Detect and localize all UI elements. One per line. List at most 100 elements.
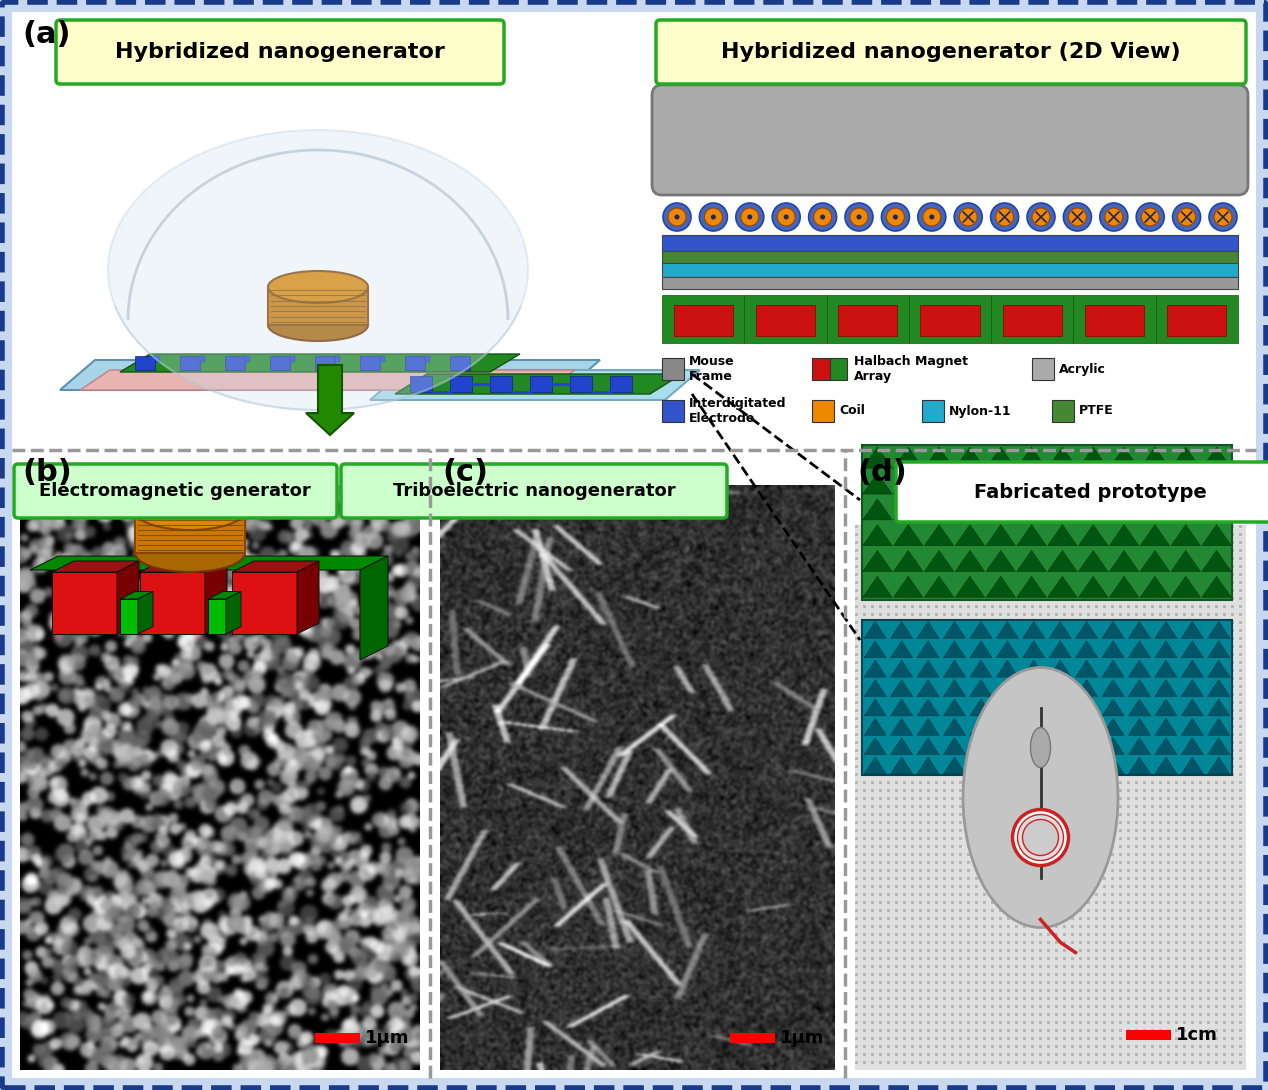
Polygon shape (894, 499, 923, 520)
Polygon shape (864, 679, 886, 697)
Ellipse shape (268, 271, 368, 303)
Polygon shape (80, 370, 574, 390)
Polygon shape (1155, 679, 1177, 697)
Polygon shape (1182, 699, 1203, 716)
Bar (610, 376, 631, 392)
Polygon shape (1182, 718, 1203, 736)
Bar (862, 620, 1232, 775)
Polygon shape (1075, 621, 1098, 639)
Polygon shape (955, 524, 985, 546)
Polygon shape (924, 524, 954, 546)
Polygon shape (1075, 661, 1098, 677)
Ellipse shape (108, 130, 527, 410)
Circle shape (1069, 208, 1087, 226)
Bar (360, 356, 380, 370)
Circle shape (1013, 810, 1069, 865)
Polygon shape (987, 550, 1016, 571)
Polygon shape (1047, 447, 1078, 469)
Polygon shape (1202, 524, 1231, 546)
Polygon shape (1047, 499, 1078, 520)
Polygon shape (1047, 550, 1078, 571)
Polygon shape (1110, 577, 1139, 597)
Polygon shape (924, 499, 954, 520)
Polygon shape (1047, 524, 1078, 546)
Polygon shape (1047, 473, 1078, 494)
FancyBboxPatch shape (896, 462, 1268, 522)
Bar (268, 287, 368, 325)
Polygon shape (1155, 699, 1177, 716)
Polygon shape (970, 621, 992, 639)
Polygon shape (1023, 738, 1045, 754)
Circle shape (735, 203, 763, 231)
Bar (756, 304, 815, 336)
Text: 1μm: 1μm (780, 1029, 824, 1047)
Bar (245, 356, 250, 362)
Polygon shape (862, 473, 893, 494)
Polygon shape (120, 592, 153, 600)
Circle shape (809, 203, 837, 231)
Polygon shape (987, 447, 1016, 469)
Polygon shape (1110, 550, 1139, 571)
Bar (744, 295, 827, 343)
Polygon shape (917, 679, 940, 697)
Polygon shape (1075, 641, 1098, 657)
Polygon shape (1049, 641, 1071, 657)
Polygon shape (1049, 679, 1071, 697)
Polygon shape (1202, 447, 1231, 469)
Polygon shape (997, 718, 1018, 736)
Bar (314, 356, 335, 370)
Polygon shape (890, 679, 913, 697)
Polygon shape (139, 561, 227, 572)
Polygon shape (1049, 699, 1071, 716)
Polygon shape (1207, 679, 1230, 697)
Polygon shape (917, 756, 940, 774)
Polygon shape (1017, 473, 1046, 494)
Polygon shape (862, 550, 893, 571)
Polygon shape (1155, 641, 1177, 657)
Text: 1μm: 1μm (365, 1029, 410, 1047)
Polygon shape (862, 499, 893, 520)
Polygon shape (1155, 756, 1177, 774)
Polygon shape (1075, 679, 1098, 697)
Circle shape (929, 215, 935, 219)
Polygon shape (955, 577, 985, 597)
Bar (662, 277, 1238, 289)
Bar (812, 358, 829, 380)
Bar (1168, 304, 1226, 336)
Polygon shape (970, 718, 992, 736)
Polygon shape (1207, 641, 1230, 657)
Bar (155, 356, 160, 362)
Polygon shape (997, 679, 1018, 697)
Polygon shape (1170, 550, 1201, 571)
Polygon shape (1017, 577, 1046, 597)
Polygon shape (370, 370, 700, 400)
Polygon shape (1207, 621, 1230, 639)
Polygon shape (1079, 499, 1108, 520)
Bar (662, 263, 1238, 277)
Polygon shape (396, 374, 682, 393)
Polygon shape (864, 661, 886, 677)
Polygon shape (1170, 577, 1201, 597)
Polygon shape (1170, 499, 1201, 520)
Polygon shape (917, 661, 940, 677)
Polygon shape (232, 572, 297, 634)
Polygon shape (120, 600, 138, 634)
Bar (314, 1033, 360, 1043)
Polygon shape (1182, 661, 1203, 677)
Polygon shape (1079, 473, 1108, 494)
Polygon shape (1079, 577, 1108, 597)
Polygon shape (970, 699, 992, 716)
Bar (662, 235, 1238, 251)
Polygon shape (955, 473, 985, 494)
Polygon shape (1182, 621, 1203, 639)
Polygon shape (1075, 699, 1098, 716)
Polygon shape (1102, 756, 1125, 774)
Polygon shape (894, 577, 923, 597)
Polygon shape (917, 641, 940, 657)
Polygon shape (1140, 550, 1169, 571)
Polygon shape (970, 641, 992, 657)
Polygon shape (955, 447, 985, 469)
Bar (662, 251, 1238, 263)
Circle shape (886, 208, 904, 226)
Text: Hybridized nanogenerator (2D View): Hybridized nanogenerator (2D View) (721, 43, 1181, 62)
